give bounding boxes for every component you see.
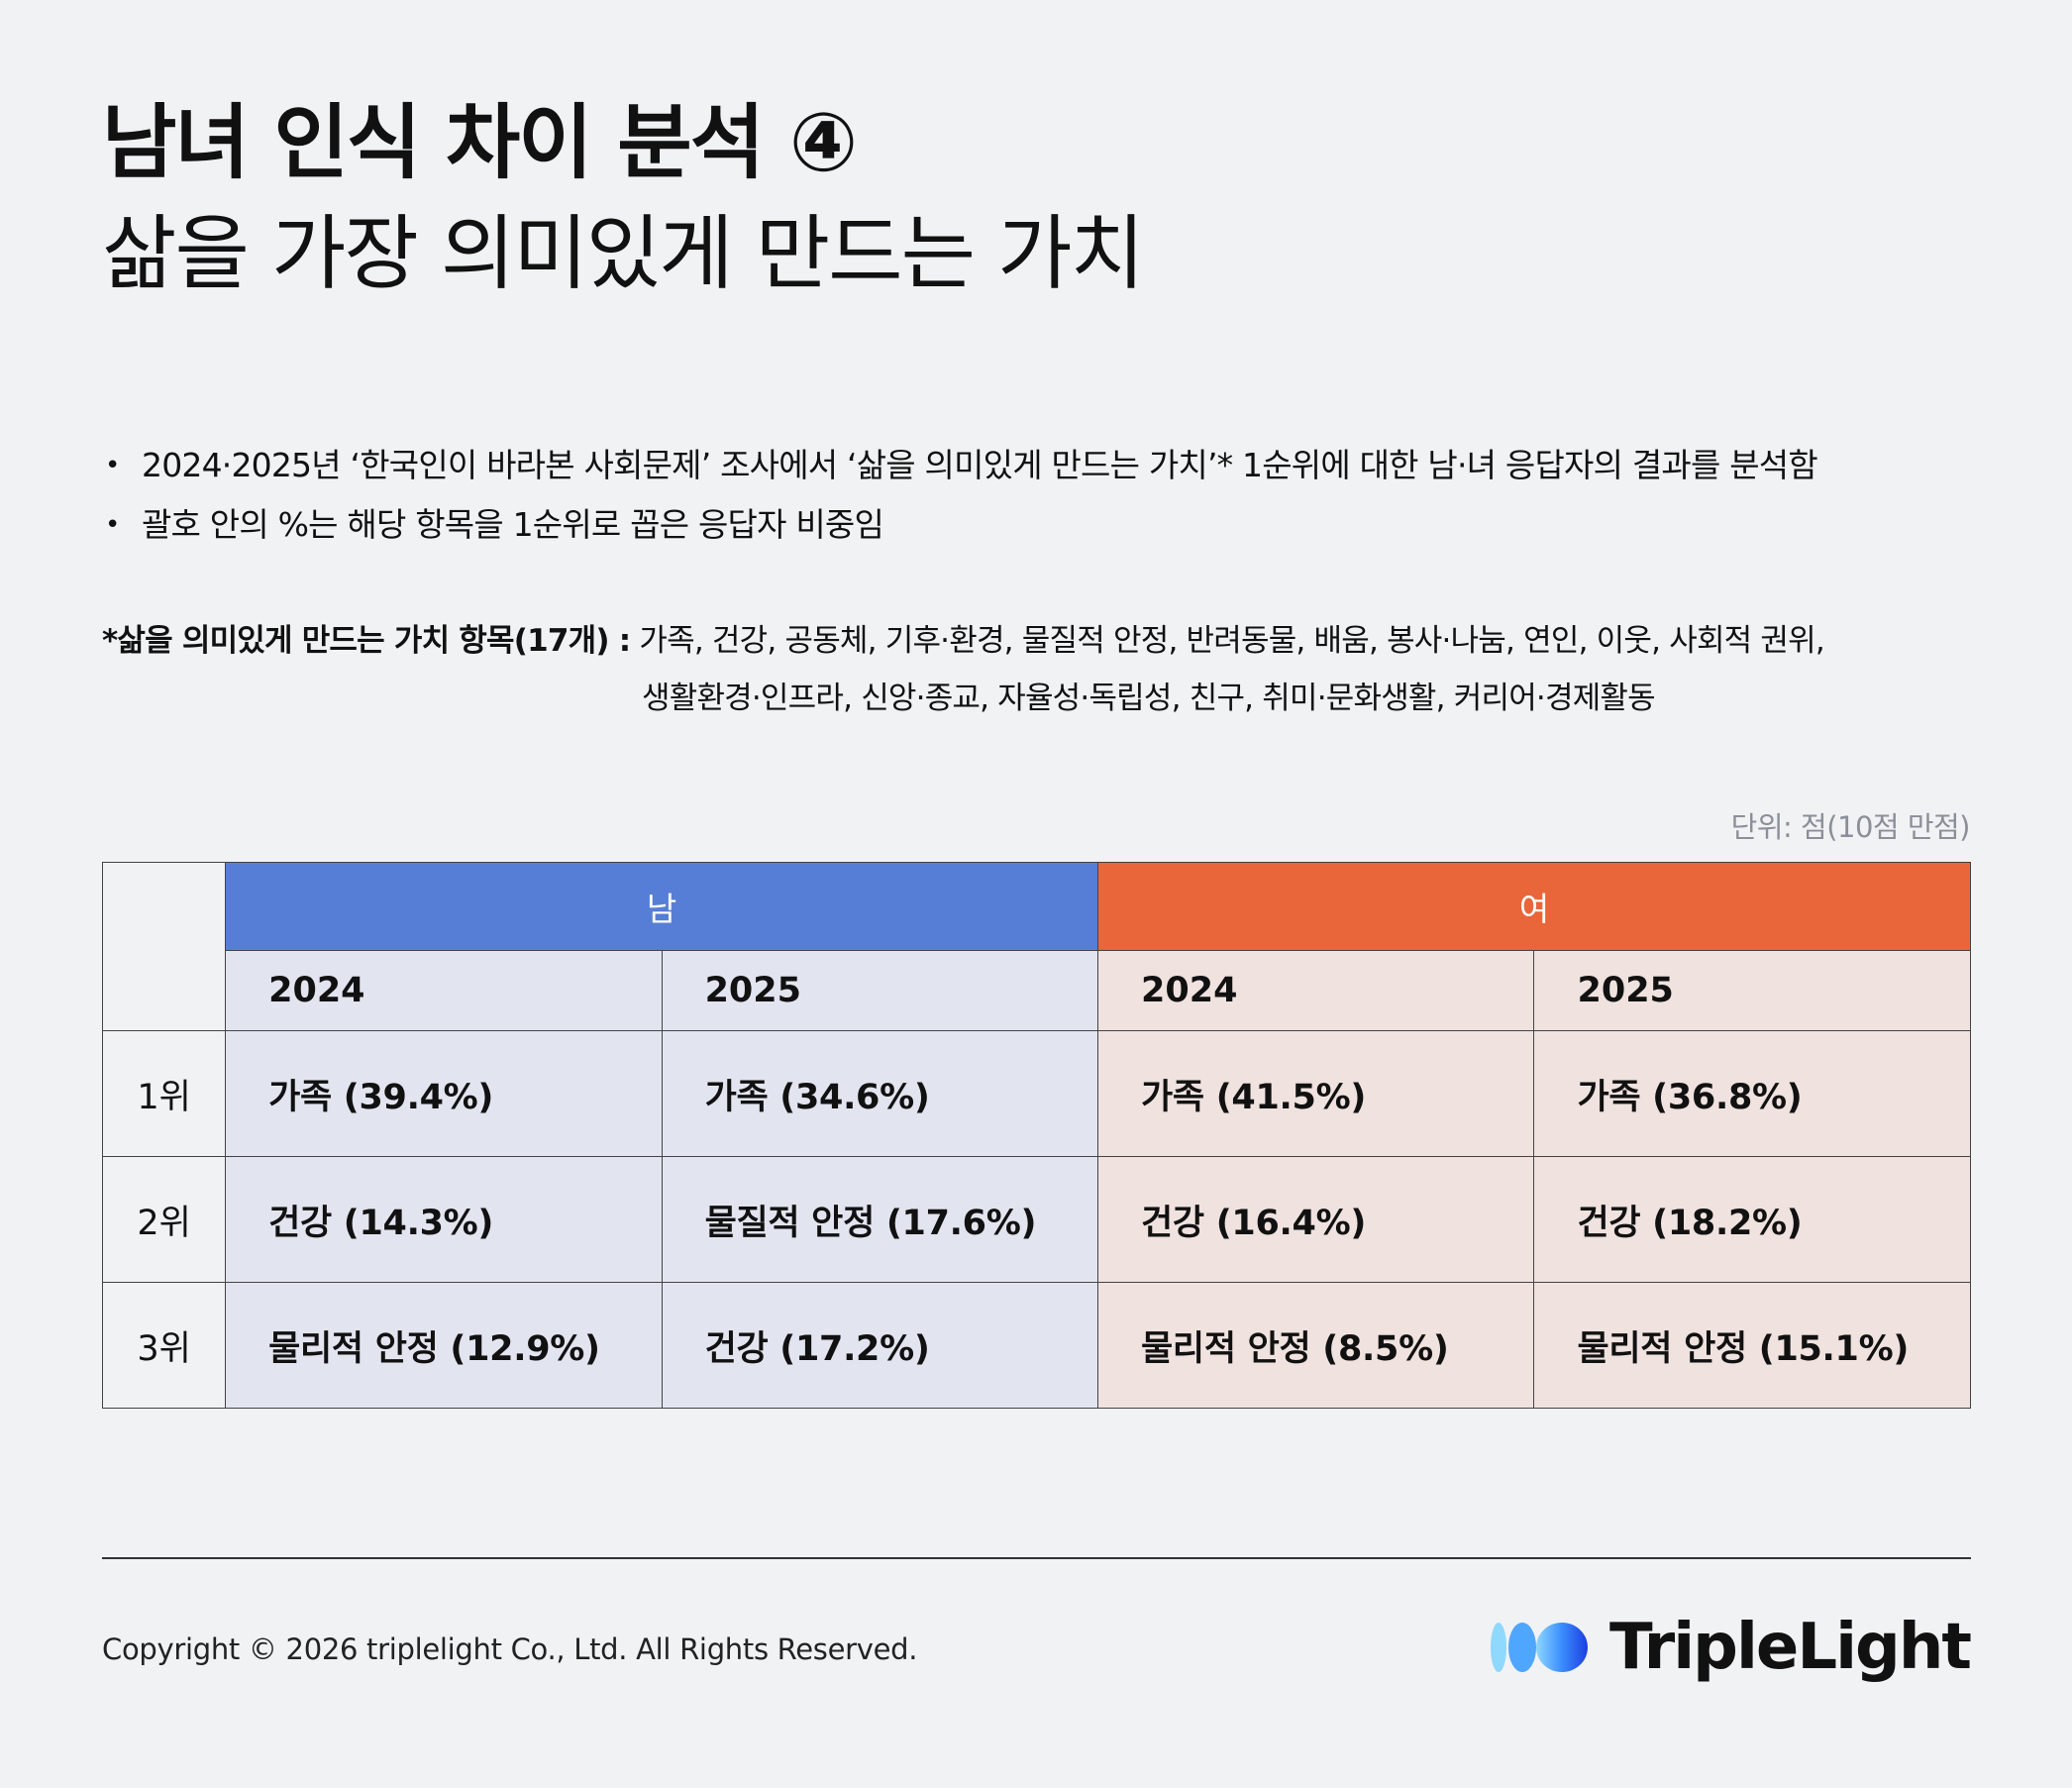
year-header: 2024 <box>1097 950 1535 1031</box>
table-corner <box>101 862 227 1031</box>
items-note-label: *삶을 의미있게 만드는 가치 항목(17개) : <box>102 623 631 659</box>
rank-label: 3위 <box>101 1282 227 1409</box>
page-subtitle: 삶을 가장 의미있게 만드는 가치 <box>102 207 1145 301</box>
year-header-row: 2024 2025 2024 2025 <box>103 950 1971 1031</box>
table-cell: 건강 (14.3%) <box>225 1156 663 1283</box>
group-header-row: 남 여 <box>101 862 1971 1031</box>
value-items-note: *삶을 의미있게 만드는 가치 항목(17개) : 가족, 건강, 공동체, 기… <box>102 612 2043 727</box>
table-cell: 물리적 안정 (15.1%) <box>1533 1282 1971 1409</box>
table-row: 1위 가족 (39.4%) 가족 (34.6%) 가족 (41.5%) 가족 (… <box>101 1030 1971 1157</box>
description-item: 2024·2025년 ‘한국인이 바라본 사회문제’ 조사에서 ‘삶을 의미있게… <box>102 436 2033 495</box>
description-list: 2024·2025년 ‘한국인이 바라본 사회문제’ 조사에서 ‘삶을 의미있게… <box>102 436 2033 555</box>
brand-name: TripleLight <box>1609 1611 1972 1684</box>
male-header: 남 <box>225 862 1099 951</box>
table-cell: 가족 (36.8%) <box>1533 1030 1971 1157</box>
rank-label: 2위 <box>101 1156 227 1283</box>
description-item: 괄호 안의 %는 해당 항목을 1순위로 꼽은 응답자 비중임 <box>102 495 2033 555</box>
unit-note: 단위: 점(10점 만점) <box>1730 810 1971 844</box>
year-header: 2024 <box>225 950 663 1031</box>
year-header: 2025 <box>1533 950 1971 1031</box>
ranking-table: 남 여 2024 2025 2024 2025 1위 가족 (39.4%) 가족… <box>101 862 1971 1409</box>
items-note-line2: 생활환경·인프라, 신앙·종교, 자율성·독립성, 친구, 취미·문화생활, 커… <box>642 681 1656 716</box>
table-cell: 물리적 안정 (12.9%) <box>225 1282 663 1409</box>
table-row: 2위 건강 (14.3%) 물질적 안정 (17.6%) 건강 (16.4%) … <box>101 1156 1971 1283</box>
female-header: 여 <box>1097 862 1971 951</box>
table-cell: 건강 (16.4%) <box>1097 1156 1535 1283</box>
table-cell: 가족 (41.5%) <box>1097 1030 1535 1157</box>
table-cell: 물질적 안정 (17.6%) <box>661 1156 1099 1283</box>
table-cell: 가족 (39.4%) <box>225 1030 663 1157</box>
year-header: 2025 <box>661 950 1099 1031</box>
page-title: 남녀 인식 차이 분석 ④ <box>102 96 858 190</box>
table-cell: 건강 (18.2%) <box>1533 1156 1971 1283</box>
copyright-text: Copyright © 2026 triplelight Co., Ltd. A… <box>102 1632 918 1666</box>
brand-logo: TripleLight <box>1487 1611 1972 1684</box>
table-row: 3위 물리적 안정 (12.9%) 건강 (17.2%) 물리적 안정 (8.5… <box>101 1282 1971 1409</box>
table-cell: 물리적 안정 (8.5%) <box>1097 1282 1535 1409</box>
table-cell: 건강 (17.2%) <box>661 1282 1099 1409</box>
triplelight-logo-icon <box>1491 1623 1589 1672</box>
footer-divider <box>102 1557 1971 1559</box>
items-note-line1: 가족, 건강, 공동체, 기후·환경, 물질적 안정, 반려동물, 배움, 봉사… <box>630 623 1824 659</box>
rank-label: 1위 <box>101 1030 227 1157</box>
table-cell: 가족 (34.6%) <box>661 1030 1099 1157</box>
